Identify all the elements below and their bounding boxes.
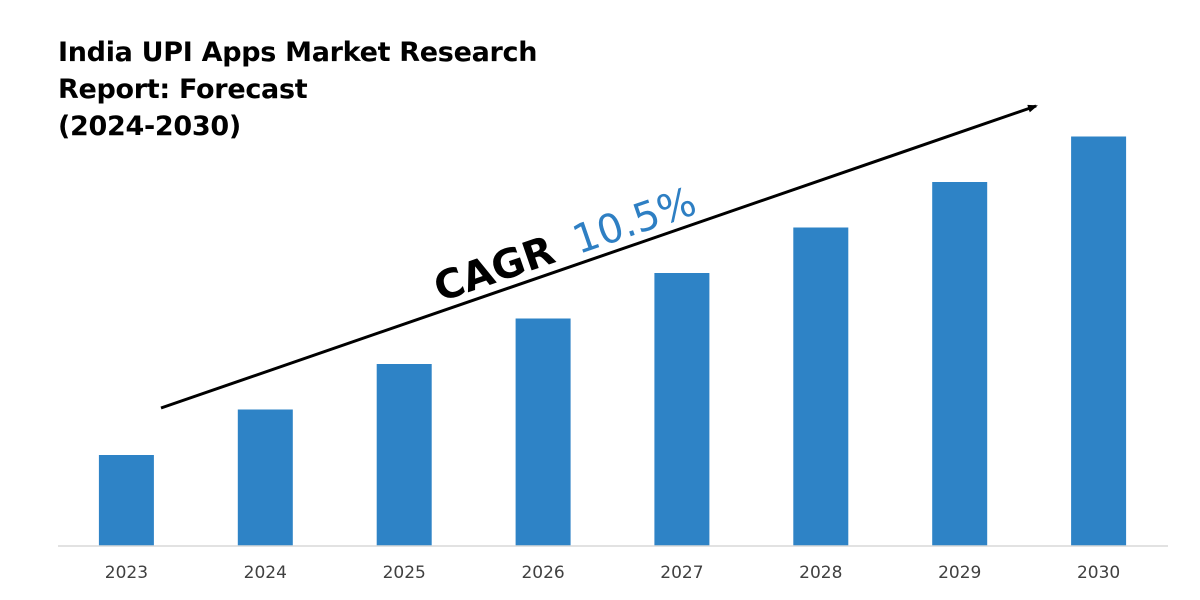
bar-2024 <box>237 409 293 546</box>
x-tick-label-2029: 2029 <box>938 563 981 583</box>
cagr-label: CAGR <box>428 228 560 312</box>
x-tick-label-2025: 2025 <box>383 563 426 583</box>
chart-title: India UPI Apps Market Research Report: F… <box>58 34 578 145</box>
bars-group <box>98 136 1127 546</box>
cagr-value: 10.5% <box>567 179 702 264</box>
chart-title-line-2: Report: Forecast <box>58 74 308 105</box>
bar-2028 <box>793 227 849 546</box>
bar-2027 <box>654 273 710 546</box>
x-tick-label-2028: 2028 <box>799 563 842 583</box>
bar-2023 <box>98 455 154 546</box>
x-tick-label-2024: 2024 <box>244 563 287 583</box>
chart-title-line-3: (2024-2030) <box>58 111 241 142</box>
x-tick-label-2030: 2030 <box>1077 563 1120 583</box>
bar-2030 <box>1071 136 1127 546</box>
chart-title-line-1: India UPI Apps Market Research <box>58 37 538 68</box>
x-tick-label-2023: 2023 <box>105 563 148 583</box>
bar-2029 <box>932 182 988 546</box>
bar-2025 <box>376 364 432 546</box>
x-tick-label-2026: 2026 <box>521 563 564 583</box>
x-tick-label-2027: 2027 <box>660 563 703 583</box>
x-tick-labels: 2023 2024 2025 2026 2027 2028 2029 2030 <box>105 563 1120 583</box>
bar-2026 <box>515 318 571 546</box>
trend-arrow <box>160 104 1038 410</box>
